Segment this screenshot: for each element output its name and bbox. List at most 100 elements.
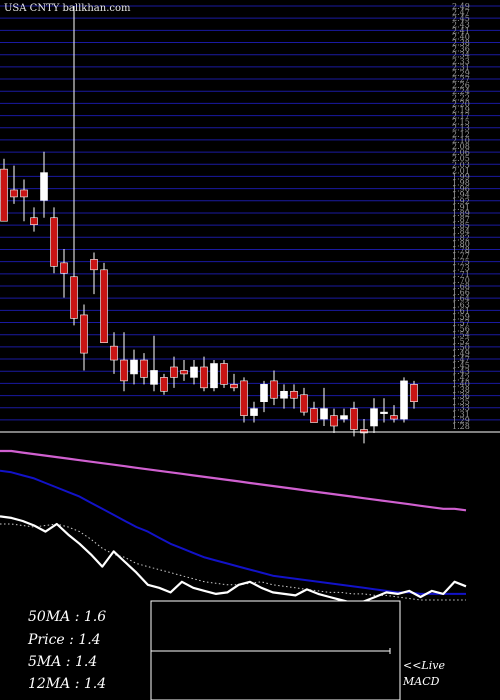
ma-mid-line bbox=[0, 469, 466, 595]
y-tick-label: 1.42 bbox=[452, 373, 470, 382]
y-tick-label: 2.29 bbox=[452, 69, 470, 78]
y-tick-label: 1.38 bbox=[452, 385, 470, 394]
candle-body bbox=[320, 408, 328, 420]
live-label: <<Live bbox=[403, 659, 445, 672]
y-tick-label: 1.29 bbox=[452, 416, 470, 425]
y-tick-label: 1.85 bbox=[452, 221, 470, 230]
y-tick-label: 1.77 bbox=[452, 252, 470, 261]
y-tick-label: 1.94 bbox=[452, 191, 470, 200]
candlestick-series bbox=[0, 6, 418, 444]
y-tick-label: 1.78 bbox=[452, 245, 470, 254]
y-tick-label: 1.66 bbox=[452, 288, 470, 297]
macd-label: MACD bbox=[403, 675, 440, 688]
candle-body bbox=[10, 189, 18, 198]
candle-body bbox=[130, 359, 138, 375]
candle-body bbox=[350, 408, 358, 430]
y-tick-label: 1.52 bbox=[452, 337, 470, 346]
candle-body bbox=[210, 363, 218, 389]
candle-body bbox=[390, 415, 398, 420]
candle-body bbox=[180, 370, 188, 375]
legend-price: Price : 1.4 bbox=[28, 632, 101, 648]
y-tick-label: 1.45 bbox=[452, 361, 470, 370]
y-tick-label: 1.89 bbox=[452, 209, 470, 218]
y-tick-label: 2.43 bbox=[452, 20, 470, 29]
candle-body bbox=[360, 429, 368, 434]
candle-body bbox=[160, 377, 168, 392]
candle-body bbox=[220, 363, 228, 385]
y-tick-label: 1.92 bbox=[452, 197, 470, 206]
y-tick-label: 2.15 bbox=[452, 118, 470, 127]
y-tick-label: 1.35 bbox=[452, 398, 470, 407]
y-tick-label: 1.31 bbox=[452, 410, 470, 419]
candle-body bbox=[200, 366, 208, 389]
y-tick-label: 1.82 bbox=[452, 233, 470, 242]
y-tick-label: 2.47 bbox=[452, 8, 470, 17]
candle-body bbox=[190, 366, 198, 378]
y-tick-label: 1.33 bbox=[452, 404, 470, 413]
y-tick-label: 2.34 bbox=[452, 51, 470, 60]
candle-body bbox=[280, 390, 288, 399]
y-tick-label: 2.31 bbox=[452, 63, 470, 72]
candle-body bbox=[370, 408, 378, 427]
y-tick-label: 1.98 bbox=[452, 179, 470, 188]
y-tick-label: 2.17 bbox=[452, 112, 470, 121]
y-tick-label: 2.22 bbox=[452, 93, 470, 102]
candle-body bbox=[400, 380, 408, 420]
candle-body bbox=[270, 380, 278, 399]
y-tick-label: 1.73 bbox=[452, 264, 470, 273]
y-tick-label: 1.47 bbox=[452, 355, 470, 364]
candle-body bbox=[250, 408, 258, 416]
candle-body bbox=[260, 384, 268, 403]
y-tick-label: 2.10 bbox=[452, 136, 470, 145]
y-tick-label: 2.38 bbox=[452, 39, 470, 48]
y-tick-label: 2.27 bbox=[452, 75, 470, 84]
y-tick-label: 1.50 bbox=[452, 343, 470, 352]
candle-body bbox=[100, 269, 108, 343]
candle-body bbox=[170, 366, 178, 378]
y-tick-label: 2.49 bbox=[452, 2, 470, 11]
y-tick-label: 2.13 bbox=[452, 124, 470, 133]
y-tick-label: 1.61 bbox=[452, 306, 470, 315]
candle-body bbox=[90, 259, 98, 271]
y-tick-label: 1.84 bbox=[452, 227, 470, 236]
candle-body bbox=[150, 370, 158, 385]
candle-body bbox=[120, 359, 128, 382]
legend-50ma: 50MA : 1.6 bbox=[28, 609, 107, 625]
y-tick-label: 2.26 bbox=[452, 81, 470, 90]
candle-body bbox=[70, 276, 78, 319]
price-axis: 2.492.472.452.432.412.402.382.362.342.33… bbox=[452, 2, 470, 431]
y-tick-label: 2.19 bbox=[452, 105, 470, 114]
y-tick-label: 1.96 bbox=[452, 185, 470, 194]
site-label: USA CNTY ballkhan.com bbox=[4, 3, 131, 14]
candle-body bbox=[0, 168, 8, 222]
ma-long-line bbox=[0, 449, 467, 512]
y-tick-label: 2.41 bbox=[452, 26, 470, 35]
y-tick-label: 1.57 bbox=[452, 319, 470, 328]
candle-body bbox=[30, 217, 38, 225]
y-tick-label: 1.63 bbox=[452, 300, 470, 309]
y-tick-label: 2.08 bbox=[452, 142, 470, 151]
y-tick-label: 1.71 bbox=[452, 270, 470, 279]
candle-body bbox=[50, 217, 58, 267]
price-line bbox=[0, 515, 467, 605]
y-tick-label: 2.06 bbox=[452, 148, 470, 157]
candle-body bbox=[110, 345, 118, 361]
candle-body bbox=[20, 189, 28, 198]
price-grid bbox=[0, 5, 500, 421]
legend-5ma: 5MA : 1.4 bbox=[28, 654, 98, 670]
candle-body bbox=[240, 380, 248, 416]
y-tick-label: 2.01 bbox=[452, 166, 470, 175]
y-tick-label: 1.75 bbox=[452, 258, 470, 267]
y-tick-label: 2.33 bbox=[452, 57, 470, 66]
candle-body bbox=[380, 411, 388, 414]
y-tick-label: 1.91 bbox=[452, 203, 470, 212]
y-tick-label: 1.59 bbox=[452, 312, 470, 321]
y-tick-label: 2.40 bbox=[452, 32, 470, 41]
y-tick-label: 1.40 bbox=[452, 379, 470, 388]
y-tick-label: 1.28 bbox=[452, 422, 470, 431]
y-tick-label: 2.12 bbox=[452, 130, 470, 139]
y-tick-label: 1.54 bbox=[452, 331, 470, 340]
y-tick-label: 2.36 bbox=[452, 45, 470, 54]
candle-body bbox=[40, 172, 48, 201]
